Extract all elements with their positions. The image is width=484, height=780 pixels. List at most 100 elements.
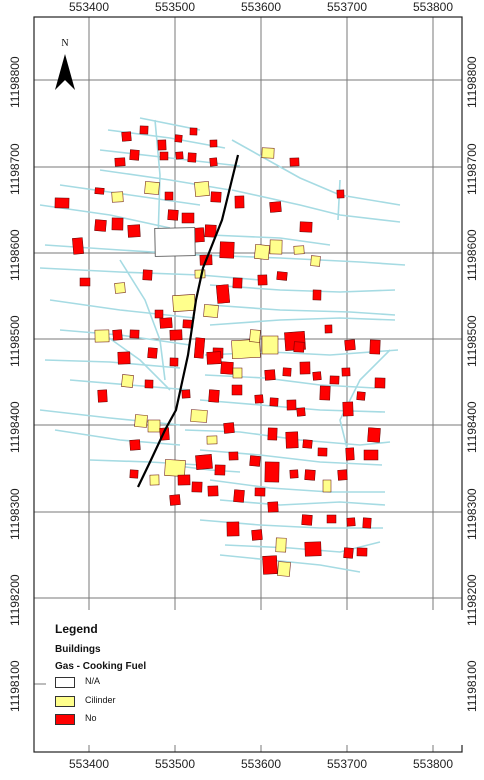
building-no-gas xyxy=(264,369,276,381)
x-tick-label-top: 553500 xyxy=(154,0,196,14)
building-cylinder xyxy=(190,409,208,423)
building-no-gas xyxy=(181,212,195,224)
y-tick-label-left: 11198800 xyxy=(8,56,22,108)
building-no-gas xyxy=(326,514,337,524)
building-no-gas xyxy=(209,139,218,148)
street-segment xyxy=(44,359,181,369)
building-no-gas xyxy=(139,125,149,135)
building-cylinder xyxy=(310,255,321,267)
building-cylinder xyxy=(147,419,161,433)
building-no-gas xyxy=(363,449,379,461)
building-no-gas xyxy=(169,357,179,367)
building-no-gas xyxy=(169,329,183,341)
main-road xyxy=(137,154,240,488)
legend-panel: Legend Buildings Gas - Cooking Fuel N/A … xyxy=(46,610,466,745)
building-no-gas xyxy=(129,329,140,339)
north-arrow-label: N xyxy=(61,38,69,49)
building-no-gas xyxy=(231,384,243,396)
building-no-gas xyxy=(127,224,141,238)
legend-swatch-no xyxy=(55,714,75,725)
building-no-gas xyxy=(251,529,263,541)
building-no-gas xyxy=(147,347,158,359)
building-no-gas xyxy=(302,439,313,449)
building-no-gas xyxy=(121,131,132,142)
building-no-gas xyxy=(164,191,174,201)
building-no-gas xyxy=(342,401,354,417)
building-cylinder xyxy=(249,329,261,343)
building-cylinder xyxy=(293,245,305,255)
x-tick-label-bottom: 553700 xyxy=(326,757,368,771)
building-no-gas xyxy=(232,277,243,289)
building-cylinder xyxy=(231,339,261,359)
x-tick-label-top: 553700 xyxy=(326,0,368,14)
building-cylinder xyxy=(261,335,279,355)
y-tick-label-right: 11198500 xyxy=(465,315,479,367)
building-no-gas xyxy=(159,317,173,329)
street-segment xyxy=(59,184,201,206)
building-no-gas xyxy=(336,189,345,199)
building-no-gas xyxy=(228,451,239,461)
building-no-gas xyxy=(367,427,381,443)
street-segment xyxy=(209,284,396,293)
street-segment xyxy=(104,334,171,391)
building-no-gas xyxy=(195,454,213,470)
building-no-gas xyxy=(341,367,351,377)
y-tick-label-right: 11198600 xyxy=(465,229,479,281)
street-segment xyxy=(199,449,383,466)
building-cylinder xyxy=(269,239,283,255)
building-no-gas xyxy=(129,469,139,479)
building-no-gas xyxy=(267,427,278,441)
building-no-gas xyxy=(191,481,203,493)
building-no-gas xyxy=(289,157,300,167)
building-no-gas xyxy=(293,341,305,353)
street-segment xyxy=(231,139,401,206)
street-segment xyxy=(204,374,376,389)
building-no-gas xyxy=(264,461,280,483)
street-segment xyxy=(209,234,331,246)
street-segment xyxy=(209,479,385,493)
building-cylinder xyxy=(114,282,126,294)
building-no-gas xyxy=(177,474,191,486)
legend-label-cilinder: Cilinder xyxy=(85,695,116,705)
building-no-gas xyxy=(129,149,140,161)
x-tick-label-top: 553400 xyxy=(68,0,110,14)
building-no-gas xyxy=(112,329,123,341)
building-no-gas xyxy=(226,521,240,537)
building-cylinder xyxy=(261,147,275,159)
x-tick-label-bottom: 553800 xyxy=(412,757,454,771)
building-no-gas xyxy=(269,397,279,407)
building-no-gas xyxy=(254,487,266,497)
building-no-gas xyxy=(94,219,107,232)
building-no-gas xyxy=(356,391,366,401)
building-no-gas xyxy=(343,547,354,559)
building-no-gas xyxy=(286,399,297,411)
building-no-gas xyxy=(174,134,183,143)
building-no-gas xyxy=(189,127,198,136)
x-tick-label-bottom: 553500 xyxy=(154,757,196,771)
building-na xyxy=(154,227,196,257)
y-tick-label-right: 11198300 xyxy=(465,488,479,540)
legend-field-name: Gas - Cooking Fuel xyxy=(55,661,147,672)
building-cylinder xyxy=(144,181,160,195)
building-no-gas xyxy=(193,337,206,359)
map-border xyxy=(33,16,463,753)
building-no-gas xyxy=(159,151,169,161)
building-no-gas xyxy=(187,152,197,163)
building-no-gas xyxy=(54,197,70,209)
legend-title: Legend xyxy=(55,622,98,636)
building-no-gas xyxy=(301,514,313,526)
x-tick-label-top: 553800 xyxy=(412,0,454,14)
street-segment xyxy=(154,119,161,241)
building-cylinder xyxy=(254,244,270,260)
building-no-gas xyxy=(304,469,316,481)
building-no-gas xyxy=(324,324,333,334)
y-tick-label-right: 11198700 xyxy=(465,143,479,195)
building-no-gas xyxy=(79,277,91,287)
building-no-gas xyxy=(117,351,131,365)
building-cylinder xyxy=(203,304,219,318)
building-no-gas xyxy=(209,157,218,167)
building-no-gas xyxy=(276,271,288,281)
building-cylinder xyxy=(164,459,186,477)
building-cylinder xyxy=(232,367,243,379)
building-no-gas xyxy=(94,187,105,195)
